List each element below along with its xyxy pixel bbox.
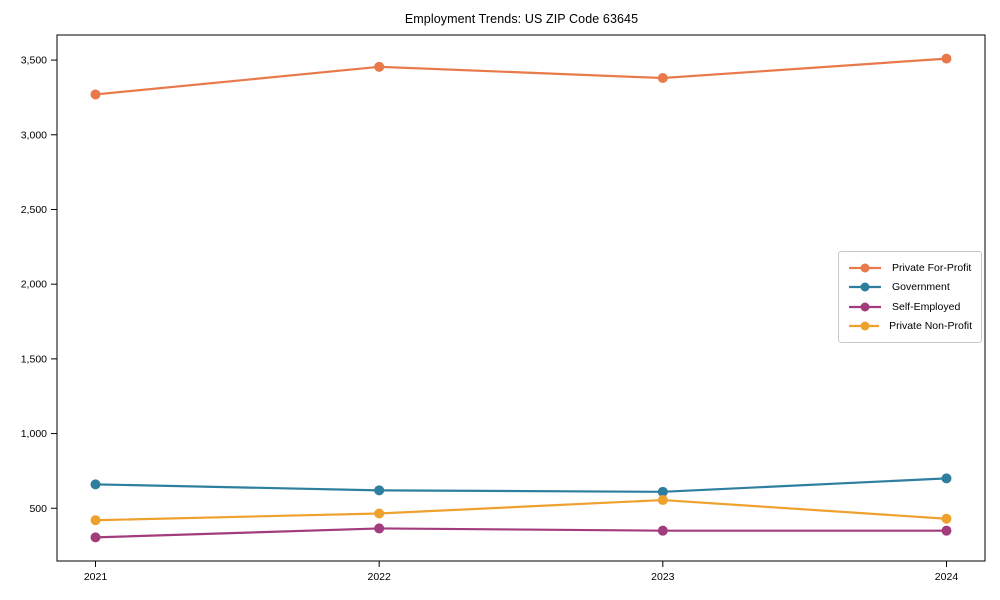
data-point-self-employed-2023[interactable] [657, 525, 668, 536]
legend-label: Private For-Profit [892, 261, 972, 274]
y-tick-label: 500 [29, 503, 47, 515]
y-tick-label: 2,500 [21, 204, 47, 216]
legend-swatch-icon [849, 282, 881, 292]
series-line-private-for-profit [94, 57, 948, 96]
data-point-private-non-profit-2021[interactable] [90, 515, 101, 526]
y-tick-label: 3,500 [21, 55, 47, 67]
data-point-self-employed-2022[interactable] [374, 523, 385, 534]
legend-item-government[interactable]: Government [848, 278, 972, 298]
series-line-private-non-profit [94, 498, 948, 522]
data-point-private-for-profit-2022[interactable] [374, 61, 385, 72]
legend-item-private-non-profit[interactable]: Private Non-Profit [848, 317, 972, 337]
y-tick-label: 1,500 [21, 353, 47, 365]
series-line-self-employed [94, 527, 948, 539]
legend-label: Private Non-Profit [889, 320, 972, 333]
data-point-private-for-profit-2021[interactable] [90, 89, 101, 100]
data-point-government-2023[interactable] [657, 486, 668, 497]
legend-swatch-icon [849, 263, 881, 273]
legend-label: Government [892, 281, 950, 294]
data-point-government-2024[interactable] [941, 473, 952, 484]
data-point-private-for-profit-2024[interactable] [941, 53, 952, 64]
x-tick-label: 2021 [84, 571, 108, 583]
legend-item-private-for-profit[interactable]: Private For-Profit [848, 258, 972, 278]
legend-swatch-icon [849, 302, 881, 312]
data-point-government-2021[interactable] [90, 479, 101, 490]
x-tick-label: 2022 [367, 571, 391, 583]
y-tick-label: 3,000 [21, 129, 47, 141]
y-tick-label: 1,000 [21, 428, 47, 440]
legend-swatch-icon [849, 321, 880, 331]
data-point-private-non-profit-2024[interactable] [941, 513, 952, 524]
data-point-private-non-profit-2023[interactable] [657, 495, 668, 506]
data-point-private-for-profit-2023[interactable] [657, 73, 668, 84]
data-point-private-non-profit-2022[interactable] [374, 508, 385, 519]
legend-item-self-employed[interactable]: Self-Employed [848, 297, 972, 317]
x-tick-label: 2024 [935, 571, 959, 583]
legend-label: Self-Employed [892, 300, 961, 313]
data-point-self-employed-2024[interactable] [941, 525, 952, 536]
data-point-self-employed-2021[interactable] [90, 532, 101, 543]
chart-title: Employment Trends: US ZIP Code 63645 [404, 12, 639, 26]
legend: Private For-Profit Government Self-Employe… [838, 251, 982, 343]
y-tick-label: 2,000 [21, 279, 47, 291]
series-line-government [94, 477, 948, 493]
x-tick-label: 2023 [651, 571, 675, 583]
plot-frame [56, 34, 986, 562]
data-point-government-2022[interactable] [374, 485, 385, 496]
